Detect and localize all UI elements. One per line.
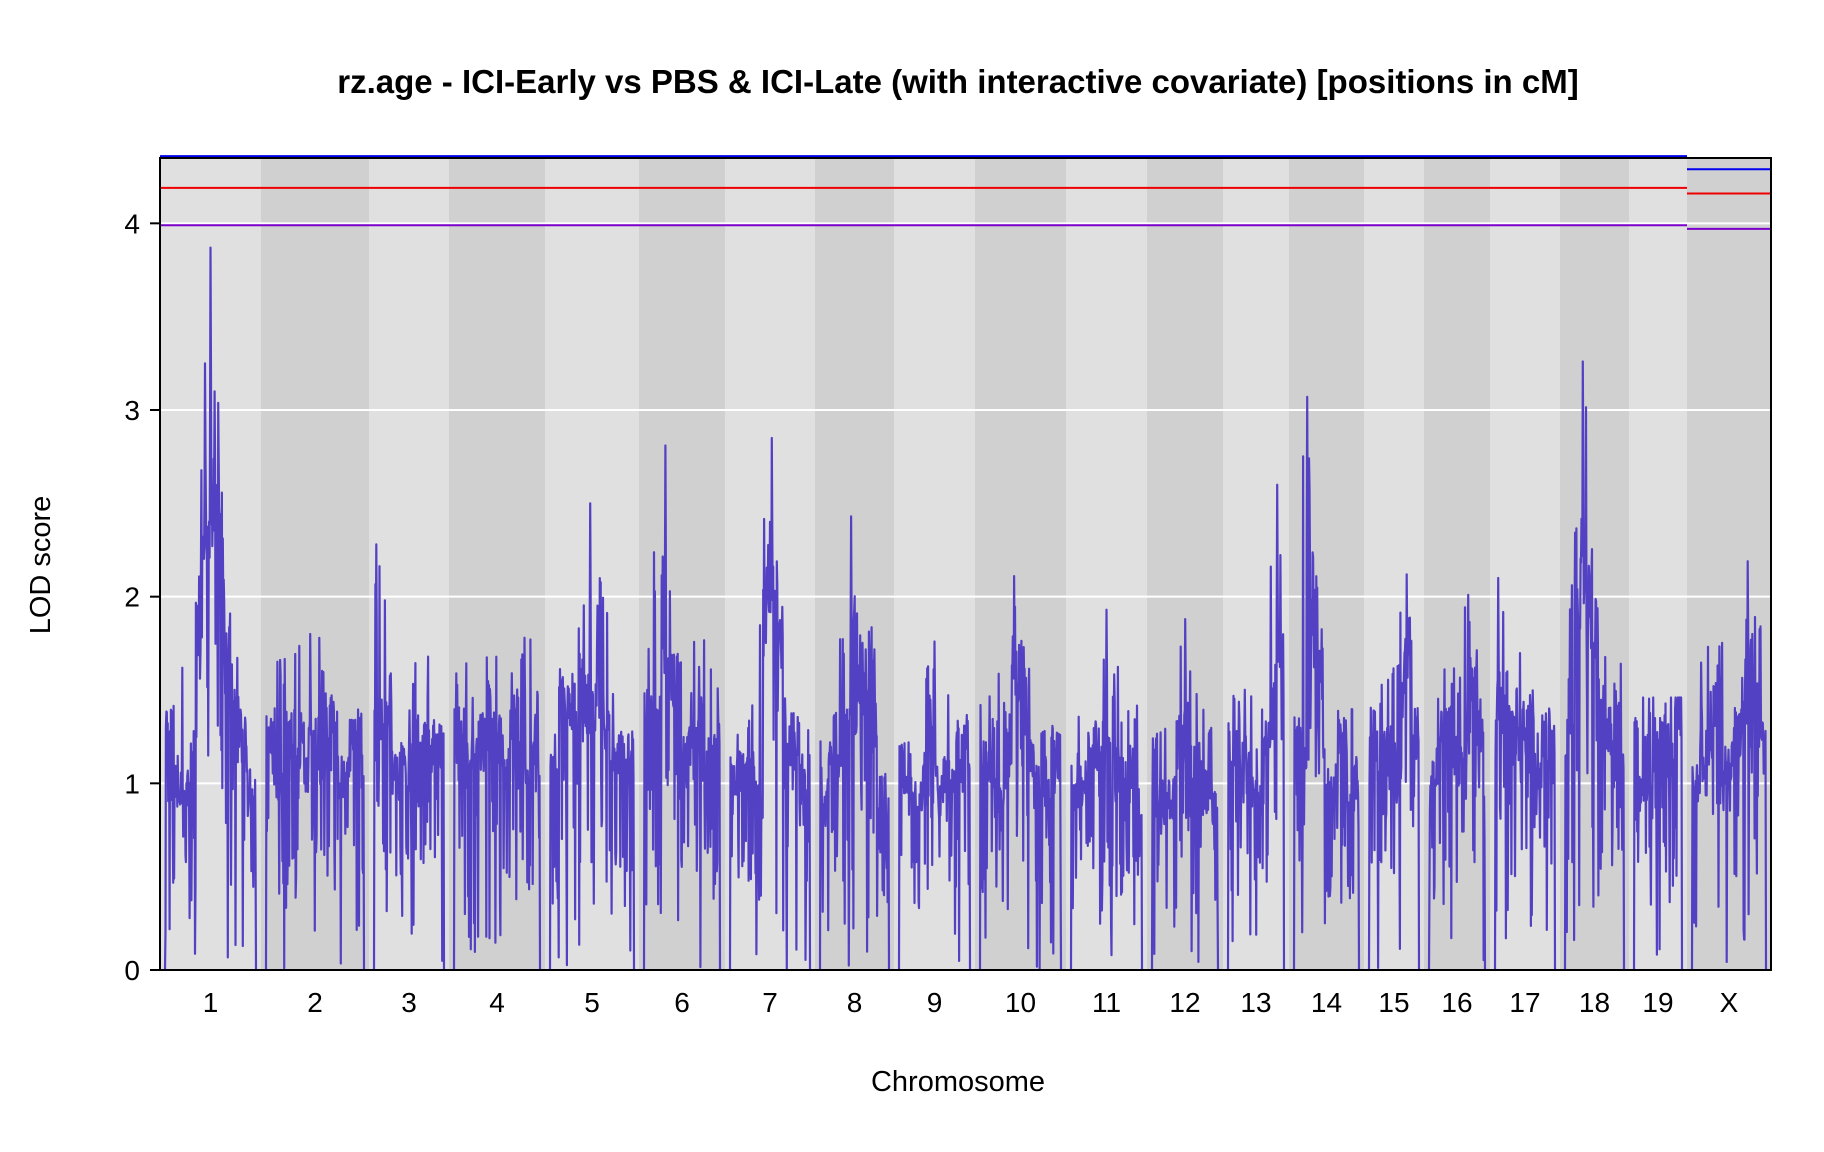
y-tick-label-0: 0 [124,955,140,986]
lod-curve-chr-9 [897,640,972,971]
x-tick-label-12: 12 [1169,987,1200,1018]
x-tick-label-17: 17 [1509,987,1540,1018]
lod-curve-chr-1 [163,246,258,971]
lod-curve-chr-4 [452,636,542,971]
x-tick-label-11: 11 [1092,987,1121,1018]
chart-title: rz.age - ICI-Early vs PBS & ICI-Late (wi… [337,63,1578,100]
x-axis-ticks: 1 2 3 4 5 6 7 8 9 10 11 12 13 14 15 16 17 18 19 X [203,987,1739,1018]
plot-frame [159,157,1772,971]
y-axis-ticks: 0 1 2 3 4 [124,208,160,986]
lod-curve-chr-16 [1427,593,1487,971]
x-tick-label-14: 14 [1311,987,1342,1018]
lod-curve-chr-3 [372,543,446,971]
band-chr-X [1687,158,1771,970]
y-tick-label-4: 4 [124,208,140,239]
lod-curve-chr-11 [1069,608,1144,971]
y-tick-label-2: 2 [124,582,140,613]
lod-curve-chr-2 [264,632,366,971]
lod-curve-chr-14 [1292,395,1361,971]
y-tick-label-3: 3 [124,395,140,426]
lod-curve-chr-X [1690,560,1768,971]
x-tick-label-3: 3 [401,987,417,1018]
x-tick-label-10: 10 [1005,987,1036,1018]
x-tick-label-5: 5 [584,987,600,1018]
lod-curve-chr-19 [1632,696,1684,971]
x-tick-label-18: 18 [1579,987,1610,1018]
x-tick-label-16: 16 [1441,987,1472,1018]
x-tick-label-8: 8 [847,987,863,1018]
x-tick-label-13: 13 [1240,987,1271,1018]
x-tick-label-1: 1 [203,987,219,1018]
y-tick-label-1: 1 [124,768,140,799]
y-axis-label: LOD score [25,496,57,635]
x-tick-label-2: 2 [307,987,323,1018]
lod-curve-chr-6 [642,444,722,971]
lod-curves [163,246,1768,971]
lod-curve-chr-17 [1493,576,1557,971]
lod-curve-chr-7 [728,436,812,971]
x-tick-label-9: 9 [927,987,943,1018]
threshold-lines [160,155,1771,230]
x-axis-label: Chromosome [871,1066,1045,1098]
x-tick-label-X: X [1720,987,1739,1018]
lod-curve-chr-12 [1150,618,1220,971]
x-tick-label-6: 6 [674,987,690,1018]
lod-curve-chr-8 [818,515,891,971]
lod-curve-chr-18 [1563,360,1626,971]
lod-curve-chr-13 [1226,483,1286,971]
x-tick-label-7: 7 [762,987,778,1018]
lod-curve-chr-10 [978,575,1063,971]
x-tick-label-4: 4 [489,987,505,1018]
band-chr-17 [1490,158,1560,970]
lod-curve-chr-5 [548,502,636,971]
band-chr-9 [894,158,975,970]
x-tick-label-19: 19 [1642,987,1673,1018]
x-tick-label-15: 15 [1378,987,1409,1018]
lod-curve-chr-15 [1367,573,1421,971]
